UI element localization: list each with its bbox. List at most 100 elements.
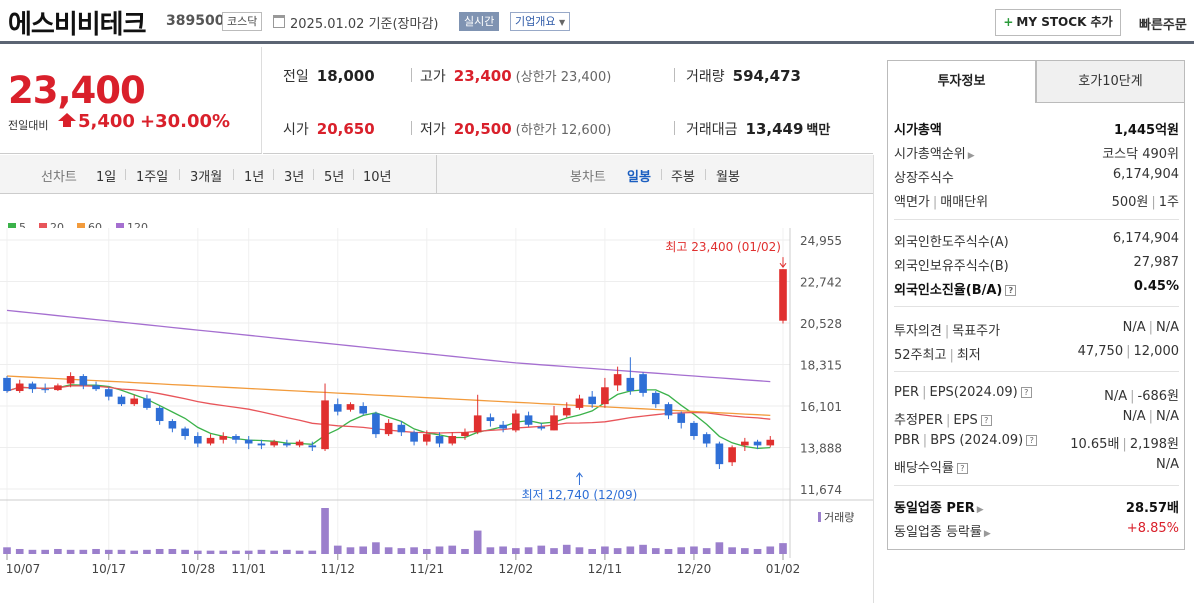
candle-body: [766, 439, 775, 446]
volume-bar: [219, 550, 228, 554]
stat-value: 23,400: [453, 67, 512, 85]
candle-body: [333, 404, 342, 412]
stock-code: 389500: [166, 13, 225, 29]
stat-value: 20,500: [453, 120, 512, 138]
volume-bar: [321, 508, 329, 554]
volume-bar: [524, 547, 533, 554]
stat-low: 저가 20,500 (하한가 12,600): [420, 119, 611, 139]
row-face-value: 액면가 | 매매단위 500원 | 1주: [894, 191, 1179, 211]
volume-bar: [397, 548, 406, 554]
volume-bar: [613, 548, 622, 554]
candle-daily[interactable]: 일봉: [627, 170, 651, 185]
volume-bar: [550, 548, 558, 554]
x-tick-label: 01/02: [766, 562, 801, 576]
period-1w[interactable]: 1주일: [136, 170, 169, 185]
period-1d[interactable]: 1일: [96, 170, 117, 185]
realtime-button[interactable]: 실시간: [459, 12, 500, 31]
candle-body: [28, 383, 37, 390]
period-3y[interactable]: 3년: [284, 170, 305, 185]
candle-body: [524, 415, 533, 425]
candle-body: [168, 421, 177, 429]
volume-bar: [194, 550, 202, 554]
period-5y[interactable]: 5년: [324, 170, 345, 185]
volume-bar: [3, 547, 11, 554]
candle-body: [143, 398, 151, 408]
current-price: 23,400: [8, 69, 146, 112]
stat-value: 594,473: [732, 67, 801, 85]
price-stats: 전일 18,000 고가 23,400 (상한가 23,400) 거래량 594,473…: [263, 47, 873, 154]
x-tick-label: 12/20: [677, 562, 712, 576]
candle-weekly[interactable]: 주봉: [671, 170, 695, 185]
row-label: PBR | BPS (2024.09)?: [894, 433, 1038, 448]
help-icon[interactable]: ?: [1020, 387, 1032, 398]
stock-name: 에스비비테크: [8, 10, 147, 40]
stat-value: 18,000: [316, 67, 375, 85]
company-overview-dropdown[interactable]: 기업개요 ▼: [510, 12, 571, 31]
row-52week: 52주최고 | 최저 47,750 | 12,000: [894, 344, 1179, 364]
row-value: 6,174,904: [1112, 231, 1179, 246]
candle-body: [92, 385, 100, 390]
stat-open: 시가 20,650: [283, 119, 375, 139]
max-price-label: 최고 23,400 (01/02): [665, 240, 781, 254]
volume-bar: [257, 549, 266, 554]
volume-legend-swatch: [818, 512, 821, 522]
x-tick-label: 10/17: [91, 562, 126, 576]
add-mystock-button[interactable]: + MY STOCK 추가: [995, 9, 1121, 36]
candle-body: [499, 424, 507, 429]
volume-bar: [651, 548, 660, 554]
row-foreign-hold: 외국인보유주식수(B) 27,987: [894, 255, 1179, 275]
period-1y[interactable]: 1년: [244, 170, 265, 185]
quick-order-link[interactable]: 빠른주문: [1139, 18, 1187, 33]
y-tick-label: 18,315: [800, 359, 842, 373]
help-icon[interactable]: ?: [980, 415, 992, 426]
row-pbr: PBR | BPS (2024.09)? 10.65배 | 2,198원: [894, 433, 1179, 453]
period-3m[interactable]: 3개월: [190, 170, 223, 185]
row-value: 0.45%: [1133, 279, 1179, 294]
help-icon[interactable]: ?: [1026, 435, 1038, 446]
candle-body: [677, 413, 686, 423]
volume-bar: [143, 549, 151, 554]
row-label: 액면가 | 매매단위: [894, 195, 989, 210]
stat-label: 저가: [420, 122, 446, 138]
volume-bar: [28, 549, 37, 554]
volume-bar: [741, 548, 749, 554]
tab-investment-info[interactable]: 투자정보: [887, 60, 1036, 103]
amount-unit: 백만: [806, 123, 831, 138]
legend-swatch: [116, 223, 124, 231]
row-industry-per[interactable]: 동일업종 PER ▶ 28.57배: [894, 497, 1179, 517]
candle-body: [397, 424, 406, 433]
line-chart-label: 선차트: [41, 170, 77, 185]
candle-body: [715, 443, 724, 465]
period-10y[interactable]: 10년: [363, 170, 392, 185]
row-value: 코스닥 490위: [1102, 147, 1179, 162]
volume-bar: [473, 530, 482, 554]
y-tick-label: 11,674: [800, 483, 842, 497]
volume-bar: [130, 550, 139, 554]
row-market-cap: 시가총액 1,445억원: [894, 119, 1179, 139]
stat-label: 고가: [420, 69, 446, 85]
candle-body: [3, 377, 11, 392]
volume-bar: [372, 542, 380, 554]
market-badge: 코스닥: [222, 12, 263, 31]
row-value: 500원 | 1주: [1111, 195, 1179, 210]
stat-high: 고가 23,400 (상한가 23,400): [420, 66, 611, 86]
x-tick-label: 12/11: [588, 562, 623, 576]
row-cap-rank[interactable]: 시가총액순위 ▶ 코스닥 490위: [894, 143, 1179, 163]
volume-bar: [575, 547, 584, 554]
candle-body: [410, 432, 418, 442]
help-icon[interactable]: ?: [956, 463, 968, 474]
help-icon[interactable]: ?: [1005, 285, 1017, 296]
investment-info-panel: 투자정보 호가10단계 시가총액 1,445억원 시가총액순위 ▶ 코스닥 490위 …: [887, 60, 1187, 550]
row-industry-rate[interactable]: 동일업종 등락률 ▶ +8.85%: [894, 521, 1179, 541]
row-value: 27,987: [1133, 255, 1180, 270]
candle-body: [194, 436, 202, 444]
volume-bar: [766, 546, 775, 554]
stat-value: 13,449: [745, 120, 804, 138]
candlestick-chart[interactable]: 24,955 22,742 20,528 18,315 16,101 13,888 11,6…: [0, 228, 873, 603]
row-label: 외국인한도주식수(A): [894, 235, 1009, 250]
volume-bar: [626, 546, 635, 554]
candle-body: [448, 436, 457, 444]
candle-monthly[interactable]: 월봉: [716, 170, 740, 185]
tab-order-book[interactable]: 호가10단계: [1036, 60, 1185, 103]
volume-bar: [359, 546, 368, 554]
